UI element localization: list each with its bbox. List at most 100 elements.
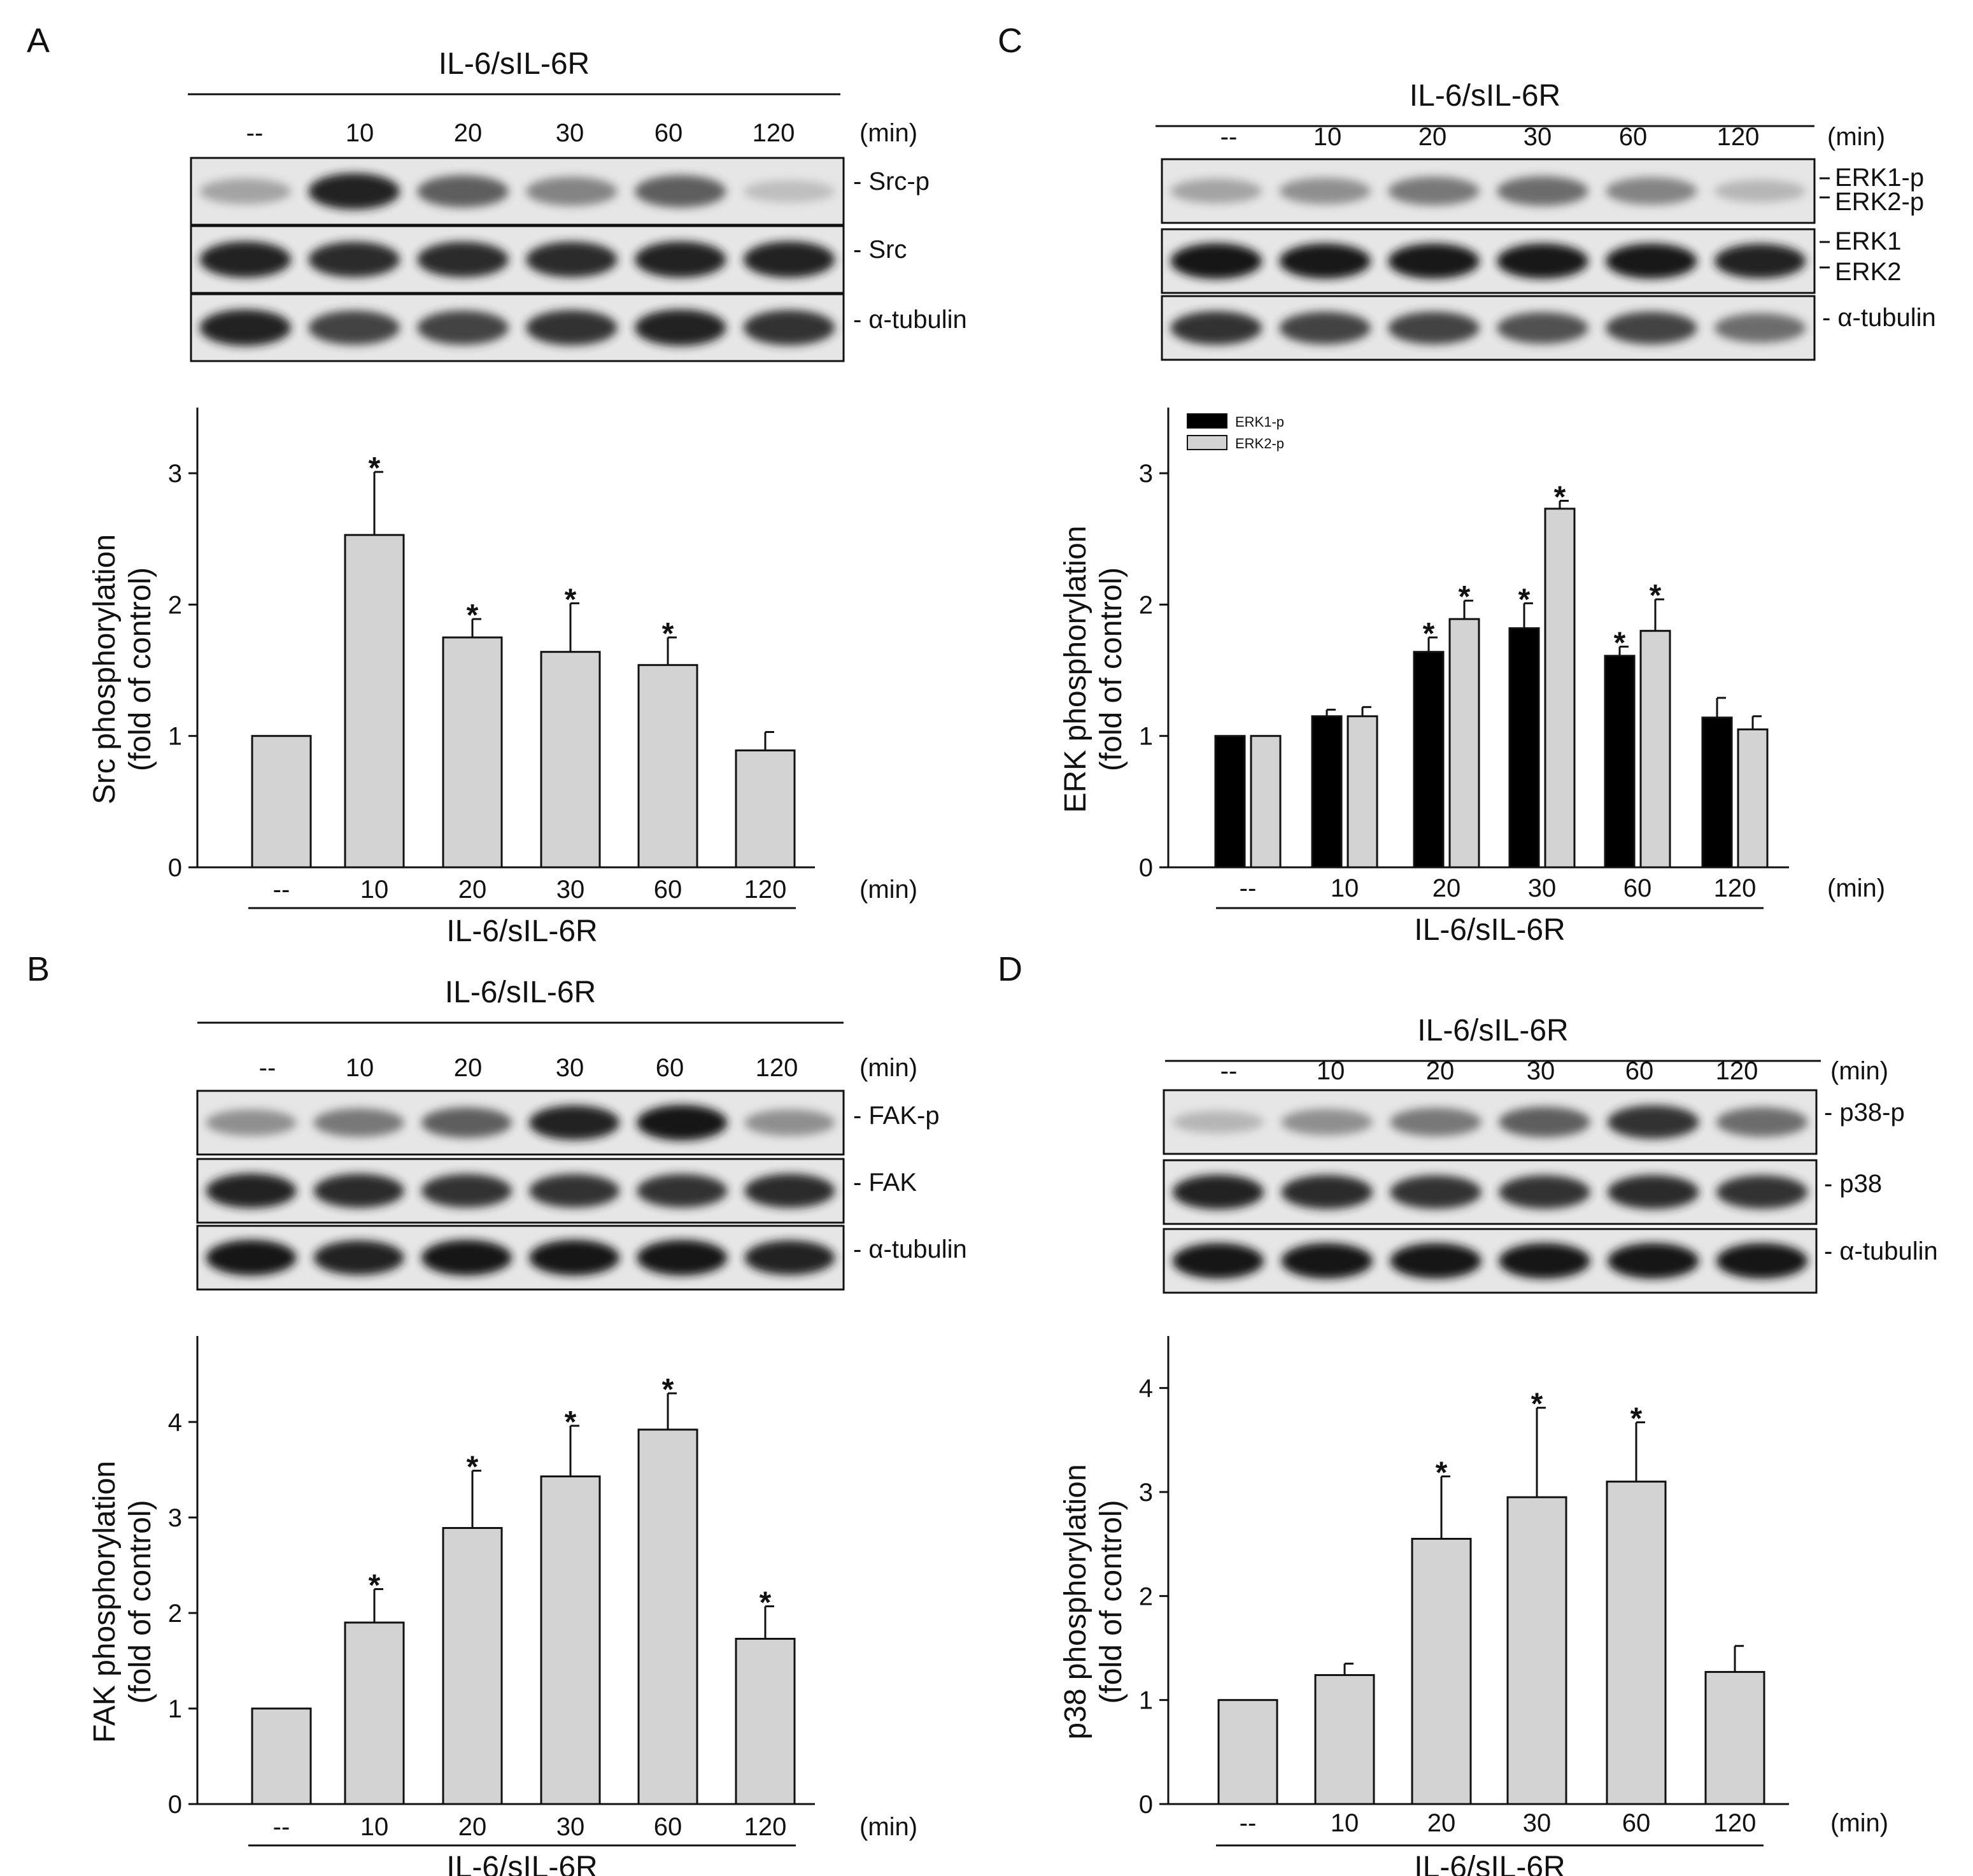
blot-band xyxy=(1170,311,1262,345)
blot-band xyxy=(1714,243,1806,279)
significance-star: * xyxy=(1423,617,1435,651)
blot-band xyxy=(744,1109,835,1136)
x-tick-label: -- xyxy=(1240,874,1257,902)
blot-frame xyxy=(196,1158,845,1224)
significance-star: * xyxy=(1614,626,1626,660)
blot-band xyxy=(1606,311,1697,345)
x-tick-label: 60 xyxy=(1623,874,1652,902)
bar xyxy=(1704,1671,1765,1805)
band-label: - Src xyxy=(853,236,907,264)
blot-time-label: 30 xyxy=(556,119,584,147)
bar xyxy=(1250,735,1282,869)
blot-band xyxy=(1390,1107,1482,1137)
blot-band xyxy=(313,1174,404,1208)
blot-band xyxy=(1499,1175,1590,1209)
blot-time-label: -- xyxy=(1220,1057,1238,1085)
bar xyxy=(1606,1481,1667,1805)
bar xyxy=(1701,716,1733,869)
y-tick-label: 3 xyxy=(1139,460,1153,488)
blot-band xyxy=(529,1174,620,1208)
blot-band xyxy=(206,1240,297,1276)
western-blot-strip xyxy=(190,225,845,294)
blot-frame xyxy=(196,1225,845,1291)
blot-band xyxy=(529,1240,620,1276)
blot-band xyxy=(1716,1175,1808,1209)
blot-band xyxy=(1499,1243,1590,1279)
blot-band xyxy=(1497,176,1588,206)
x-units-label: (min) xyxy=(1830,1809,1888,1837)
y-tick-label: 1 xyxy=(1139,1687,1153,1715)
blot-band xyxy=(308,241,400,278)
blot-time-label: 10 xyxy=(346,1054,374,1082)
western-blot-strip xyxy=(190,157,845,226)
x-tick-label: 60 xyxy=(1622,1809,1651,1837)
blot-frame xyxy=(1161,158,1816,224)
panel-letter: A xyxy=(27,22,50,60)
y-axis-label-line: ERK phosphorylation xyxy=(1059,526,1093,813)
band-label: - α-tubulin xyxy=(1824,1237,1938,1265)
blot-band xyxy=(1608,1243,1699,1279)
bar xyxy=(735,1638,796,1805)
band-label: ERK2 xyxy=(1835,258,1902,286)
panel-letter: B xyxy=(27,950,50,988)
blot-band xyxy=(1388,176,1480,206)
blot-time-label: 20 xyxy=(1418,123,1447,151)
significance-star: * xyxy=(662,1373,674,1407)
x-tick-label: 20 xyxy=(1427,1809,1456,1837)
blot-band xyxy=(417,310,509,345)
x-tick-label: 30 xyxy=(556,876,585,904)
bar xyxy=(442,636,503,869)
blot-frame xyxy=(1163,1089,1818,1155)
band-label: ERK1 xyxy=(1835,227,1902,255)
x-units-label: (min) xyxy=(859,876,917,904)
blot-band xyxy=(743,241,835,278)
y-axis-label-line: p38 phosphorylation xyxy=(1059,1464,1093,1739)
x-axis-label: IL-6/sIL-6R xyxy=(1414,1851,1565,1876)
bar xyxy=(637,1428,698,1805)
blot-band xyxy=(1172,1243,1264,1279)
band-label: - α-tubulin xyxy=(853,306,967,334)
blot-frame xyxy=(1163,1228,1818,1294)
band-label: - p38 xyxy=(1824,1170,1882,1198)
y-tick-label: 2 xyxy=(168,1600,182,1628)
blot-time-label: 120 xyxy=(1717,123,1760,151)
bar-chart: 0 1 2 3 4 FAK phosphorylation(fold of control… xyxy=(88,1336,917,1876)
y-tick-label: 4 xyxy=(1139,1375,1153,1403)
blot-band xyxy=(421,1107,512,1138)
blot-band xyxy=(417,241,509,278)
western-blot-strip xyxy=(1161,158,1816,224)
blot-band xyxy=(635,241,726,278)
blot-band xyxy=(743,180,835,203)
blot-band xyxy=(1499,1107,1590,1137)
blot-band xyxy=(1279,243,1371,279)
significance-star: * xyxy=(369,1569,381,1603)
western-blot-strip xyxy=(1161,228,1816,294)
significance-star: * xyxy=(1650,579,1662,613)
x-tick-label: 120 xyxy=(1714,1809,1757,1837)
blot-band xyxy=(637,1105,728,1141)
y-axis-label-line: Src phosphorylation xyxy=(88,534,122,804)
y-tick-label: 3 xyxy=(1139,1479,1153,1507)
blot-band xyxy=(1390,1243,1482,1279)
x-tick-label: 10 xyxy=(1331,1809,1359,1837)
blot-band xyxy=(526,241,618,278)
x-tick-label: 10 xyxy=(360,1813,389,1841)
significance-star: * xyxy=(1436,1456,1448,1490)
band-label: - FAK xyxy=(853,1169,917,1197)
significance-star: * xyxy=(467,1451,479,1484)
blot-band xyxy=(529,1105,620,1141)
western-blot-strip xyxy=(1161,295,1816,361)
y-axis-label-line: (fold of control) xyxy=(1094,567,1128,771)
blot-band xyxy=(1388,311,1480,345)
x-tick-label: 60 xyxy=(654,1813,682,1841)
significance-star: * xyxy=(369,451,381,485)
blot-band xyxy=(417,175,509,208)
significance-star: * xyxy=(1518,583,1531,616)
y-tick-label: 0 xyxy=(1139,854,1153,882)
significance-star: * xyxy=(467,599,479,632)
bar xyxy=(1604,655,1636,869)
blot-time-label: 30 xyxy=(556,1054,584,1082)
bar xyxy=(1314,1673,1375,1805)
band-label: - p38-p xyxy=(1824,1098,1905,1126)
